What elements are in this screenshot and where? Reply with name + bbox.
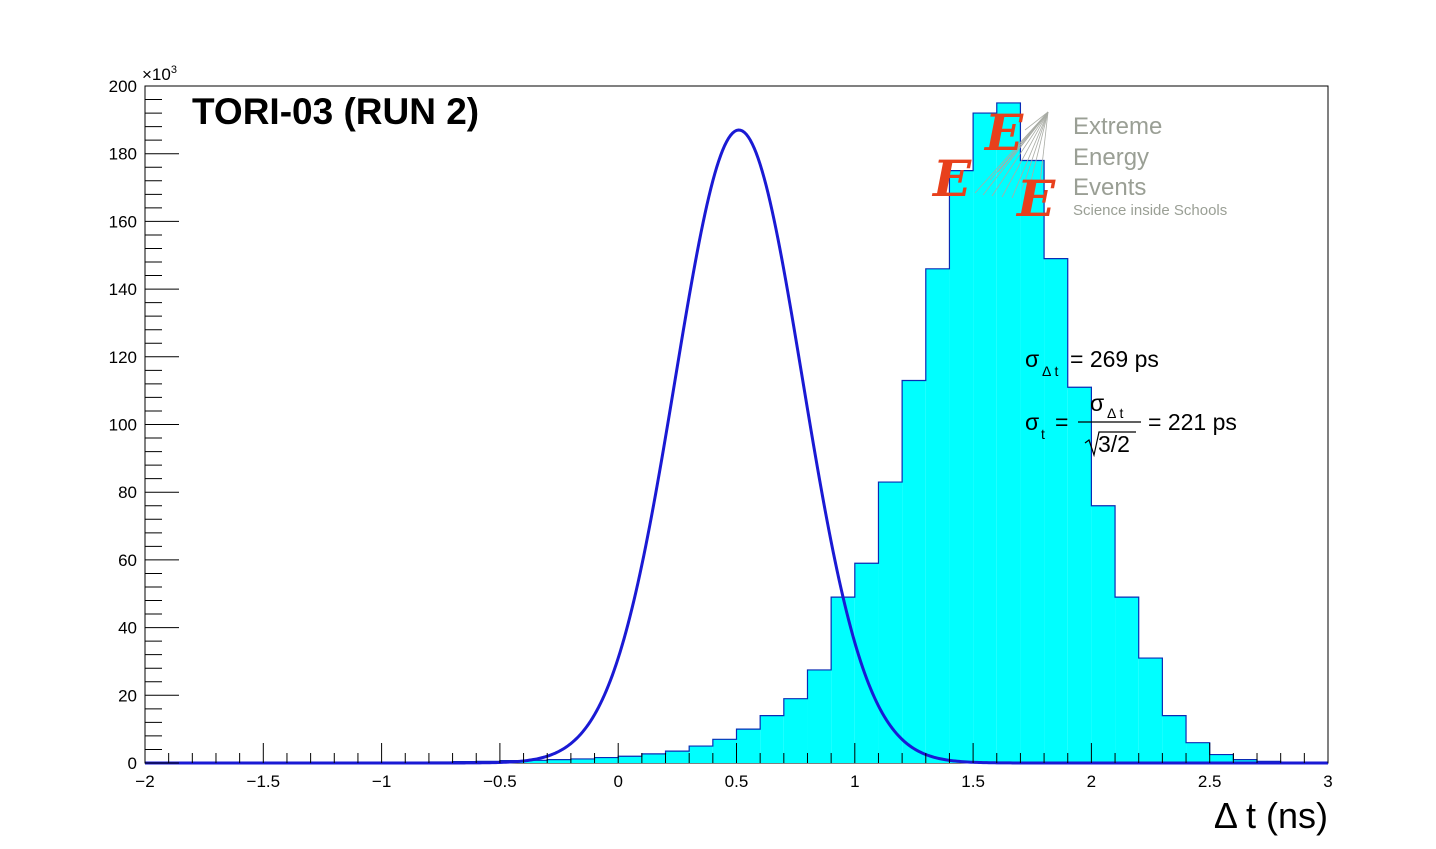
logo-e-left: E bbox=[931, 149, 972, 208]
sqrt-sign bbox=[1084, 431, 1136, 458]
histogram-bin bbox=[925, 268, 950, 763]
svg-text:Δ t: Δ t bbox=[1042, 363, 1058, 379]
x-tick-label: 3 bbox=[1323, 772, 1332, 791]
y-tick-label: 60 bbox=[118, 551, 137, 570]
eee-logo: E E E Extreme Energy Events Science insi… bbox=[931, 103, 1227, 228]
x-tick-label: −0.5 bbox=[483, 772, 517, 791]
logo-e-top: E bbox=[983, 103, 1024, 162]
histogram-bin bbox=[902, 380, 926, 763]
histogram-bin bbox=[1209, 754, 1234, 763]
x-tick-label: −1.5 bbox=[247, 772, 281, 791]
y-multiplier-label: ×103 bbox=[142, 64, 177, 84]
histogram-bin bbox=[807, 669, 832, 763]
logo-line-events: Events bbox=[1073, 174, 1146, 201]
histogram-bin bbox=[949, 170, 974, 763]
svg-text:σ: σ bbox=[1025, 346, 1039, 372]
y-tick-label: 40 bbox=[118, 619, 137, 638]
histogram-bin bbox=[1044, 258, 1068, 763]
histogram-bin bbox=[547, 759, 571, 763]
svg-text:3/2: 3/2 bbox=[1098, 431, 1130, 457]
svg-text:=: = bbox=[1055, 409, 1068, 435]
sigma-t-annotation: σ t = σ Δ t 3/2 = 221 ps bbox=[1025, 390, 1237, 458]
histogram-bin bbox=[760, 715, 784, 763]
x-tick-label: 0.5 bbox=[725, 772, 749, 791]
x-tick-label: −1 bbox=[372, 772, 391, 791]
histogram-bin bbox=[665, 751, 690, 763]
logo-rays bbox=[974, 111, 1049, 199]
x-axis-ticks bbox=[144, 743, 1329, 763]
histogram-bin bbox=[594, 757, 619, 763]
logo-line-extreme: Extreme bbox=[1073, 113, 1162, 140]
logo-tagline: Science inside Schools bbox=[1073, 202, 1227, 219]
x-tick-label: 0 bbox=[613, 772, 622, 791]
y-tick-label: 0 bbox=[128, 754, 137, 773]
svg-text:= 221 ps: = 221 ps bbox=[1148, 409, 1237, 435]
histogram-bin bbox=[1162, 715, 1187, 763]
y-tick-label: 200 bbox=[109, 77, 137, 96]
sigma-dt-annotation: σ Δ t = 269 ps bbox=[1025, 346, 1159, 379]
svg-text:t: t bbox=[1041, 426, 1045, 442]
y-tick-label: 120 bbox=[109, 348, 137, 367]
histogram-bin bbox=[1233, 759, 1258, 763]
x-tick-label: 2 bbox=[1087, 772, 1096, 791]
histogram-bin bbox=[618, 756, 642, 763]
y-tick-label: 20 bbox=[118, 686, 137, 705]
y-tick-label: 80 bbox=[118, 483, 137, 502]
histogram-bin bbox=[831, 597, 855, 763]
histogram-bin bbox=[783, 698, 808, 763]
y-axis-ticks bbox=[145, 85, 179, 764]
y-tick-label: 100 bbox=[109, 416, 137, 435]
histogram-bin bbox=[570, 758, 595, 763]
histogram-bin bbox=[854, 563, 879, 763]
histogram-bin bbox=[523, 760, 548, 763]
logo-line-energy: Energy bbox=[1073, 144, 1149, 171]
y-tick-label: 180 bbox=[109, 145, 137, 164]
x-tick-label: 1 bbox=[850, 772, 859, 791]
x-axis-tick-labels: −2 −1.5 −1 −0.5 0 0.5 1 1.5 2 2.5 3 bbox=[135, 772, 1332, 791]
svg-text:= 269 ps: = 269 ps bbox=[1070, 346, 1159, 372]
y-axis-tick-labels: 0 20 40 60 80 100 120 140 160 180 200 bbox=[109, 77, 137, 773]
y-tick-label: 140 bbox=[109, 280, 137, 299]
histogram-bin bbox=[689, 746, 713, 763]
histogram-bin bbox=[1186, 742, 1210, 763]
y-tick-label: 160 bbox=[109, 212, 137, 231]
histogram-bin bbox=[1115, 597, 1139, 763]
chart-title: TORI-03 (RUN 2) bbox=[192, 91, 479, 132]
x-tick-label: 2.5 bbox=[1198, 772, 1222, 791]
histogram-bin bbox=[973, 113, 997, 763]
svg-text:Δ t: Δ t bbox=[1107, 405, 1123, 421]
x-tick-label: 1.5 bbox=[961, 772, 985, 791]
histogram-bin bbox=[878, 482, 903, 763]
logo-e-bottom: E bbox=[1015, 169, 1056, 228]
svg-text:σ: σ bbox=[1025, 409, 1039, 435]
x-axis-title: Δ t (ns) bbox=[1214, 795, 1328, 836]
histogram-bin bbox=[996, 102, 1021, 764]
histogram-bin bbox=[1091, 505, 1116, 763]
histogram-bin bbox=[736, 729, 761, 763]
histogram-bars bbox=[145, 102, 1328, 764]
histogram-bin bbox=[712, 739, 737, 763]
gaussian-fit-curve bbox=[145, 128, 1328, 765]
histogram-bin bbox=[641, 753, 666, 763]
histogram-bin bbox=[1067, 387, 1092, 763]
x-tick-label: −2 bbox=[135, 772, 154, 791]
histogram-bin bbox=[1138, 658, 1163, 763]
histogram-bin bbox=[1020, 160, 1045, 764]
svg-text:σ: σ bbox=[1090, 390, 1104, 416]
